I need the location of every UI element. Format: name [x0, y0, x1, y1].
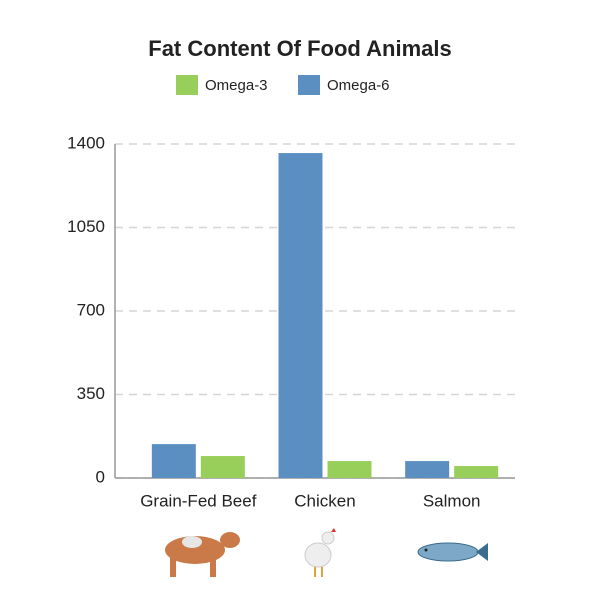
bar: [278, 153, 323, 478]
y-tick-label: 1400: [67, 133, 105, 152]
bar: [405, 461, 450, 478]
x-tick-label: Chicken: [294, 491, 355, 510]
legend-swatch: [176, 75, 198, 95]
bar: [454, 466, 499, 478]
bar: [327, 461, 372, 478]
x-tick-label: Grain-Fed Beef: [140, 491, 256, 510]
x-tick-label: Salmon: [423, 491, 481, 510]
chicken-icon: [304, 528, 336, 577]
y-tick-label: 1050: [67, 217, 105, 236]
chart-title: Fat Content Of Food Animals: [148, 36, 452, 61]
fish-icon: [417, 542, 488, 562]
cow-icon: [165, 532, 240, 577]
legend-label: Omega-3: [205, 77, 268, 94]
legend-label: Omega-6: [327, 77, 390, 94]
icons: [165, 528, 488, 577]
y-tick-label: 700: [77, 300, 105, 319]
legend-swatch: [298, 75, 320, 95]
y-tick-label: 350: [77, 384, 105, 403]
bar: [151, 444, 196, 478]
y-tick-label: 0: [96, 467, 105, 486]
bar: [200, 456, 245, 478]
